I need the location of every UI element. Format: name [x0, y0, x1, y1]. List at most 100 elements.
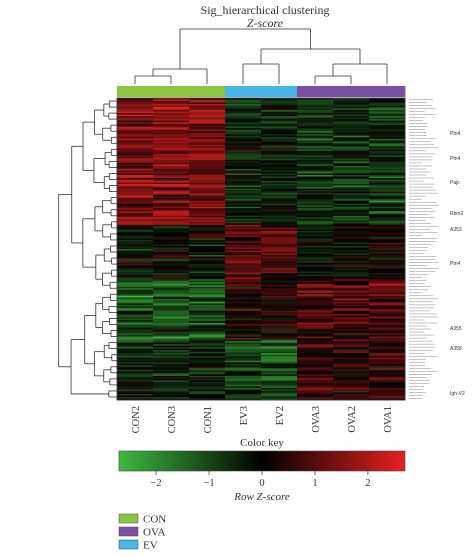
- heatmap-cell: [153, 190, 190, 192]
- heatmap-cell: [333, 384, 370, 387]
- heatmap-cell: [333, 214, 370, 217]
- heatmap-cell: [297, 312, 334, 315]
- heatmap-cell: [153, 387, 190, 390]
- heatmap-cell: [333, 140, 370, 143]
- heatmap-cell: [333, 344, 370, 346]
- group-bar-cell-ova: [333, 86, 370, 97]
- heatmap-cell: [117, 215, 154, 218]
- heatmap-cell: [153, 128, 190, 131]
- heatmap-cell: [261, 335, 298, 337]
- heatmap-cell: [297, 294, 334, 297]
- heatmap-cell: [117, 259, 154, 262]
- heatmap-cell: [261, 324, 298, 327]
- heatmap-cell: [189, 135, 226, 138]
- heatmap-cell: [117, 191, 154, 194]
- heatmap-cell: [297, 182, 334, 185]
- heatmap-cell: [153, 288, 190, 291]
- heatmap-cell: [261, 351, 298, 354]
- heatmap-cell: [297, 342, 334, 345]
- heatmap-cell: [261, 365, 298, 368]
- heatmap-cell: [333, 345, 370, 348]
- heatmap-cell: [189, 277, 226, 280]
- heatmap-cell: [297, 274, 334, 277]
- heatmap-cell: [369, 286, 406, 289]
- heatmap-cell: [297, 292, 334, 295]
- heatmap-cell: [225, 199, 262, 201]
- heatmap-cell: [189, 377, 226, 380]
- heatmap-cell: [297, 129, 334, 132]
- heatmap-cell: [117, 194, 154, 197]
- heatmap-cell: [369, 321, 406, 324]
- heatmap-cell: [117, 122, 154, 124]
- heatmap-cell: [117, 230, 154, 233]
- heatmap-cell: [153, 333, 190, 336]
- heatmap-cell: [297, 291, 334, 294]
- heatmap-cell: [153, 295, 190, 298]
- heatmap-cell: [333, 98, 370, 100]
- heatmap-cell: [225, 353, 262, 355]
- heatmap-cell: [225, 289, 262, 292]
- heatmap-cell: [369, 255, 406, 257]
- heatmap-cell: [261, 135, 298, 138]
- heatmap-cell: [153, 345, 190, 348]
- column-label: OVA2: [347, 406, 358, 433]
- heatmap-cell: [117, 170, 154, 173]
- heatmap-cell: [153, 255, 190, 257]
- heatmap-cell: [189, 108, 226, 111]
- heatmap-cell: [333, 152, 370, 155]
- heatmap-cell: [225, 187, 262, 189]
- heatmap-cell: [369, 132, 406, 135]
- heatmap-cell: [117, 319, 154, 322]
- heatmap-cell: [297, 153, 334, 156]
- heatmap-cell: [297, 306, 334, 309]
- heatmap-cell: [117, 123, 154, 126]
- heatmap-cell: [225, 392, 262, 395]
- heatmap-cell: [189, 303, 226, 306]
- heatmap-cell: [369, 128, 406, 131]
- heatmap-cell: [297, 188, 334, 191]
- heatmap-cell: [153, 123, 190, 126]
- heatmap-cell: [225, 128, 262, 131]
- heatmap-cell: [189, 336, 226, 339]
- heatmap-cell: [333, 111, 370, 114]
- heatmap-cell: [189, 128, 226, 131]
- heatmap-cell: [117, 359, 154, 362]
- heatmap-cell: [369, 342, 406, 345]
- heatmap-cell: [153, 205, 190, 208]
- heatmap-cell: [261, 140, 298, 143]
- heatmap-cell: [297, 104, 334, 106]
- heatmap-cell: [225, 203, 262, 206]
- heatmap-cell: [333, 298, 370, 301]
- heatmap-cell: [153, 357, 190, 360]
- heatmap-cell: [153, 149, 190, 152]
- heatmap-cell: [333, 335, 370, 337]
- heatmap-cell: [261, 144, 298, 147]
- heatmap-cell: [117, 303, 154, 306]
- heatmap-cell: [189, 113, 226, 115]
- heatmap-cell: [189, 342, 226, 345]
- heatmap-cell: [153, 217, 190, 220]
- heatmap-cell: [261, 336, 298, 339]
- heatmap-cell: [369, 282, 406, 285]
- heatmap-cell: [153, 104, 190, 106]
- heatmap-cell: [225, 380, 262, 383]
- heatmap-cell: [189, 348, 226, 351]
- heatmap-cell: [369, 291, 406, 294]
- heatmap-cell: [261, 360, 298, 363]
- heatmap-cell: [333, 238, 370, 241]
- heatmap-cell: [297, 326, 334, 328]
- heatmap-cell: [369, 322, 406, 325]
- heatmap-cell: [225, 291, 262, 294]
- heatmap-cell: [225, 267, 262, 269]
- heatmap-cell: [261, 259, 298, 262]
- heatmap-cell: [117, 159, 154, 162]
- heatmap-cell: [225, 322, 262, 325]
- heatmap-cell: [261, 396, 298, 399]
- heatmap-cell: [225, 372, 262, 375]
- heatmap-cell: [225, 178, 262, 180]
- heatmap-cell: [369, 238, 406, 241]
- heatmap-cell: [261, 282, 298, 285]
- heatmap-cell: [333, 374, 370, 377]
- heatmap-cell: [261, 164, 298, 167]
- heatmap-cell: [333, 339, 370, 342]
